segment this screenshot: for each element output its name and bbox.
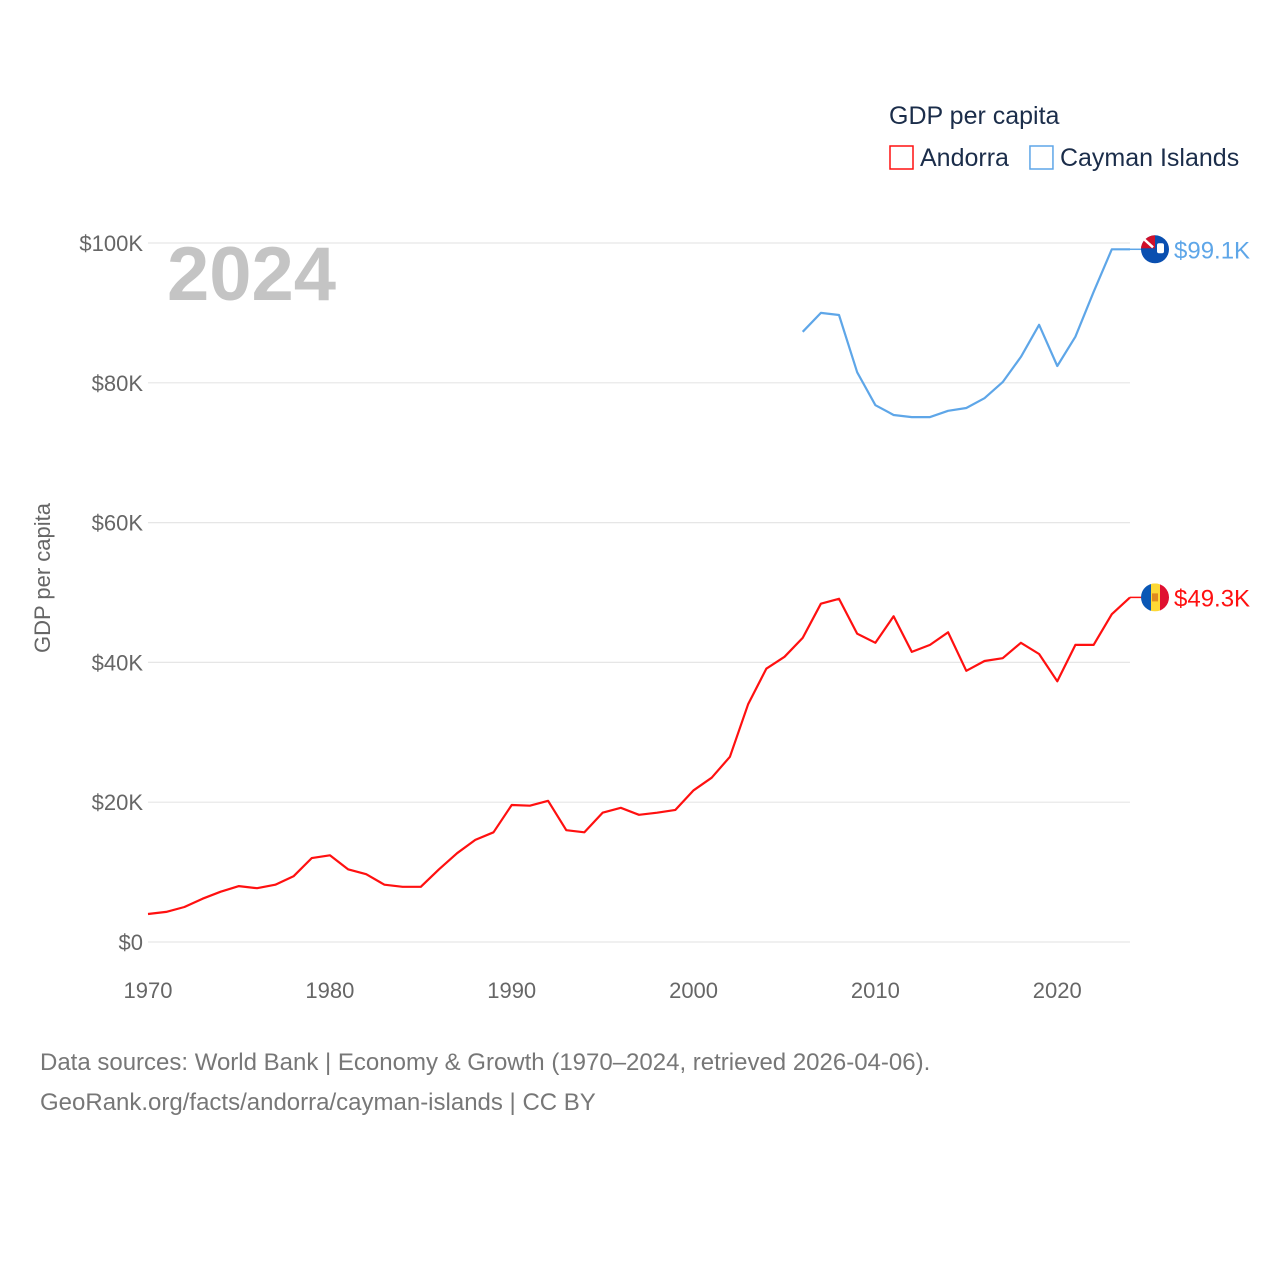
y-tick-label: $60K bbox=[92, 511, 144, 536]
flag-emblem bbox=[1152, 593, 1158, 602]
flag-cross bbox=[1142, 237, 1154, 249]
flag-stripe bbox=[1141, 583, 1151, 612]
source-link[interactable]: GeoRank.org/facts/andorra/cayman-islands… bbox=[40, 1089, 596, 1116]
legend-label: Andorra bbox=[920, 144, 1009, 172]
end-value-label: $49.3K bbox=[1174, 585, 1250, 612]
legend-label: Cayman Islands bbox=[1060, 144, 1239, 172]
legend-swatch bbox=[889, 145, 914, 170]
flag-shield bbox=[1157, 243, 1164, 254]
end-labels: $49.3K $99.1K bbox=[1130, 235, 1250, 612]
footer: Data sources: World Bank | Economy & Gro… bbox=[40, 1043, 930, 1123]
y-tick-label: $0 bbox=[119, 930, 143, 955]
x-tick-label: 1990 bbox=[487, 978, 536, 1003]
x-tick-label: 2000 bbox=[669, 978, 718, 1003]
y-tick-label: $80K bbox=[92, 371, 144, 396]
x-tick-label: 2010 bbox=[851, 978, 900, 1003]
cayman-flag-icon bbox=[1141, 235, 1169, 264]
gridlines bbox=[148, 242, 1130, 943]
legend-swatch bbox=[1029, 145, 1054, 170]
legend: Andorra Cayman Islands bbox=[889, 144, 1239, 172]
x-tick-label: 1980 bbox=[305, 978, 354, 1003]
series-line-andorra bbox=[147, 596, 1131, 916]
y-tick-label: $100K bbox=[79, 231, 143, 256]
series-line-cayman-islands bbox=[801, 248, 1130, 419]
flag-stripe bbox=[1160, 583, 1169, 612]
x-tick-label: 1970 bbox=[124, 978, 173, 1003]
y-axis-ticks: $0 $20K $40K $60K $80K $100K bbox=[79, 231, 143, 955]
year-watermark: 2024 bbox=[167, 232, 336, 317]
andorra-flag-icon bbox=[1141, 583, 1169, 612]
y-tick-label: $40K bbox=[92, 650, 144, 675]
data-sources: Data sources: World Bank | Economy & Gro… bbox=[40, 1049, 931, 1076]
y-axis-label: GDP per capita bbox=[30, 502, 55, 653]
x-tick-label: 2020 bbox=[1033, 978, 1082, 1003]
y-tick-label: $20K bbox=[92, 790, 144, 815]
x-axis-ticks: 1970 1980 1990 2000 2010 2020 bbox=[124, 978, 1082, 1003]
legend-title: GDP per capita bbox=[889, 102, 1060, 130]
series-lines bbox=[147, 248, 1131, 916]
end-value-label: $99.1K bbox=[1174, 237, 1250, 264]
